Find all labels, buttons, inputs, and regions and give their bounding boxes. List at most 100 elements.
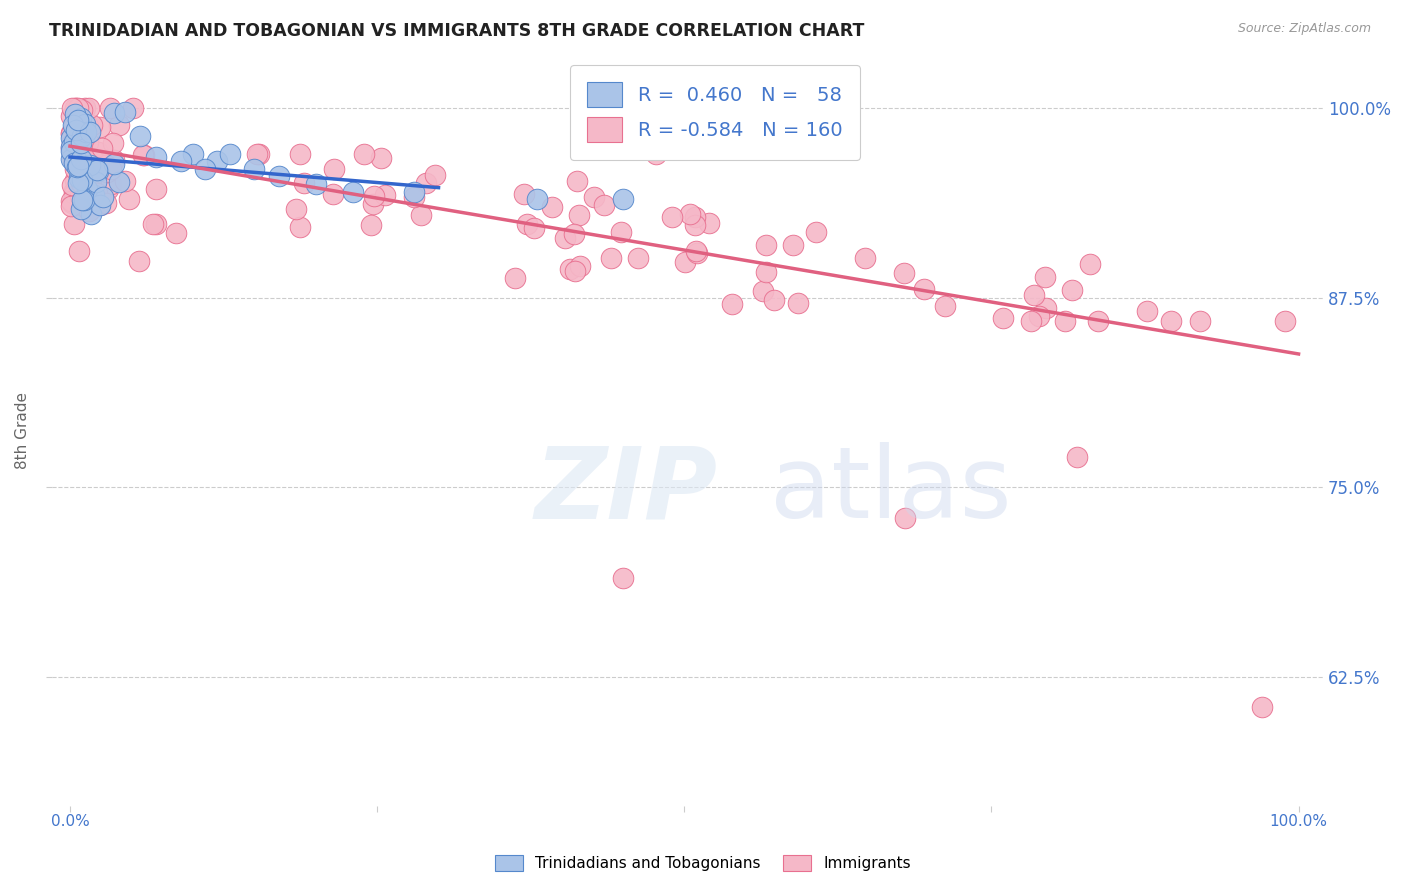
Point bbox=[63, 136, 86, 150]
Y-axis label: 8th Grade: 8th Grade bbox=[15, 392, 30, 469]
Point bbox=[516, 217, 538, 231]
Point bbox=[63, 101, 86, 115]
Point bbox=[697, 216, 720, 230]
Point bbox=[361, 196, 384, 211]
Point bbox=[804, 225, 827, 239]
Point bbox=[65, 101, 87, 115]
Point bbox=[169, 154, 191, 169]
Point bbox=[118, 192, 141, 206]
Point bbox=[610, 226, 633, 240]
Point bbox=[100, 162, 122, 177]
Point bbox=[67, 155, 90, 169]
Point bbox=[62, 153, 84, 168]
Point bbox=[67, 160, 90, 174]
Point bbox=[67, 132, 90, 146]
Point bbox=[86, 186, 108, 200]
Point bbox=[63, 122, 86, 136]
Point bbox=[292, 176, 315, 190]
Point bbox=[166, 227, 188, 241]
Point bbox=[60, 101, 83, 115]
Point bbox=[644, 146, 666, 161]
Point bbox=[60, 194, 83, 208]
Point bbox=[934, 299, 956, 313]
Point bbox=[65, 152, 87, 166]
Point bbox=[63, 156, 86, 170]
Point bbox=[75, 125, 97, 139]
Point bbox=[288, 220, 311, 235]
Point bbox=[1035, 301, 1057, 316]
Point bbox=[79, 158, 101, 172]
Point bbox=[360, 218, 382, 232]
Point bbox=[363, 189, 385, 203]
Point bbox=[526, 192, 548, 206]
Point bbox=[1066, 450, 1088, 464]
Point bbox=[89, 197, 111, 211]
Point bbox=[686, 245, 709, 260]
Point bbox=[132, 148, 155, 162]
Point bbox=[77, 204, 100, 219]
Point bbox=[342, 185, 364, 199]
Text: atlas: atlas bbox=[770, 442, 1011, 539]
Point bbox=[207, 154, 229, 169]
Point bbox=[103, 153, 125, 167]
Text: TRINIDADIAN AND TOBAGONIAN VS IMMIGRANTS 8TH GRADE CORRELATION CHART: TRINIDADIAN AND TOBAGONIAN VS IMMIGRANTS… bbox=[49, 22, 865, 40]
Point bbox=[87, 145, 110, 160]
Point bbox=[541, 200, 564, 214]
Point bbox=[569, 260, 592, 274]
Point bbox=[60, 178, 83, 192]
Point bbox=[218, 146, 240, 161]
Point bbox=[103, 157, 125, 171]
Point bbox=[246, 146, 269, 161]
Point bbox=[121, 101, 143, 115]
Point bbox=[67, 101, 90, 115]
Point bbox=[70, 134, 93, 148]
Point bbox=[600, 251, 623, 265]
Legend: R =  0.460   N =   58, R = -0.584   N = 160: R = 0.460 N = 58, R = -0.584 N = 160 bbox=[569, 65, 860, 160]
Point bbox=[98, 101, 121, 115]
Point bbox=[612, 572, 634, 586]
Point bbox=[96, 164, 118, 178]
Point bbox=[567, 174, 589, 188]
Point bbox=[70, 103, 93, 118]
Point bbox=[60, 136, 83, 151]
Point bbox=[243, 161, 266, 176]
Point bbox=[60, 199, 83, 213]
Point bbox=[70, 128, 93, 143]
Point bbox=[267, 169, 290, 184]
Point bbox=[67, 176, 90, 190]
Point bbox=[70, 176, 93, 190]
Point bbox=[87, 163, 110, 178]
Point bbox=[1019, 313, 1042, 327]
Point bbox=[80, 118, 103, 132]
Point bbox=[353, 146, 375, 161]
Point bbox=[67, 153, 90, 167]
Point bbox=[721, 297, 744, 311]
Point bbox=[673, 254, 696, 268]
Point bbox=[70, 173, 93, 187]
Point bbox=[284, 202, 307, 217]
Point bbox=[786, 296, 808, 310]
Point bbox=[67, 113, 90, 128]
Point bbox=[72, 162, 94, 177]
Point bbox=[503, 271, 526, 285]
Point bbox=[63, 107, 86, 121]
Point bbox=[93, 190, 115, 204]
Point bbox=[912, 282, 935, 296]
Point bbox=[63, 135, 86, 149]
Point bbox=[83, 188, 105, 202]
Point bbox=[65, 161, 87, 176]
Point bbox=[60, 109, 83, 123]
Point bbox=[1250, 700, 1272, 714]
Point bbox=[70, 152, 93, 166]
Point bbox=[96, 196, 118, 211]
Point bbox=[62, 196, 84, 211]
Point bbox=[755, 265, 778, 279]
Point bbox=[374, 188, 396, 202]
Point bbox=[63, 144, 86, 158]
Point bbox=[661, 211, 683, 225]
Point bbox=[80, 207, 103, 221]
Point bbox=[522, 220, 544, 235]
Point bbox=[114, 174, 136, 188]
Point bbox=[145, 150, 167, 164]
Point bbox=[97, 182, 120, 196]
